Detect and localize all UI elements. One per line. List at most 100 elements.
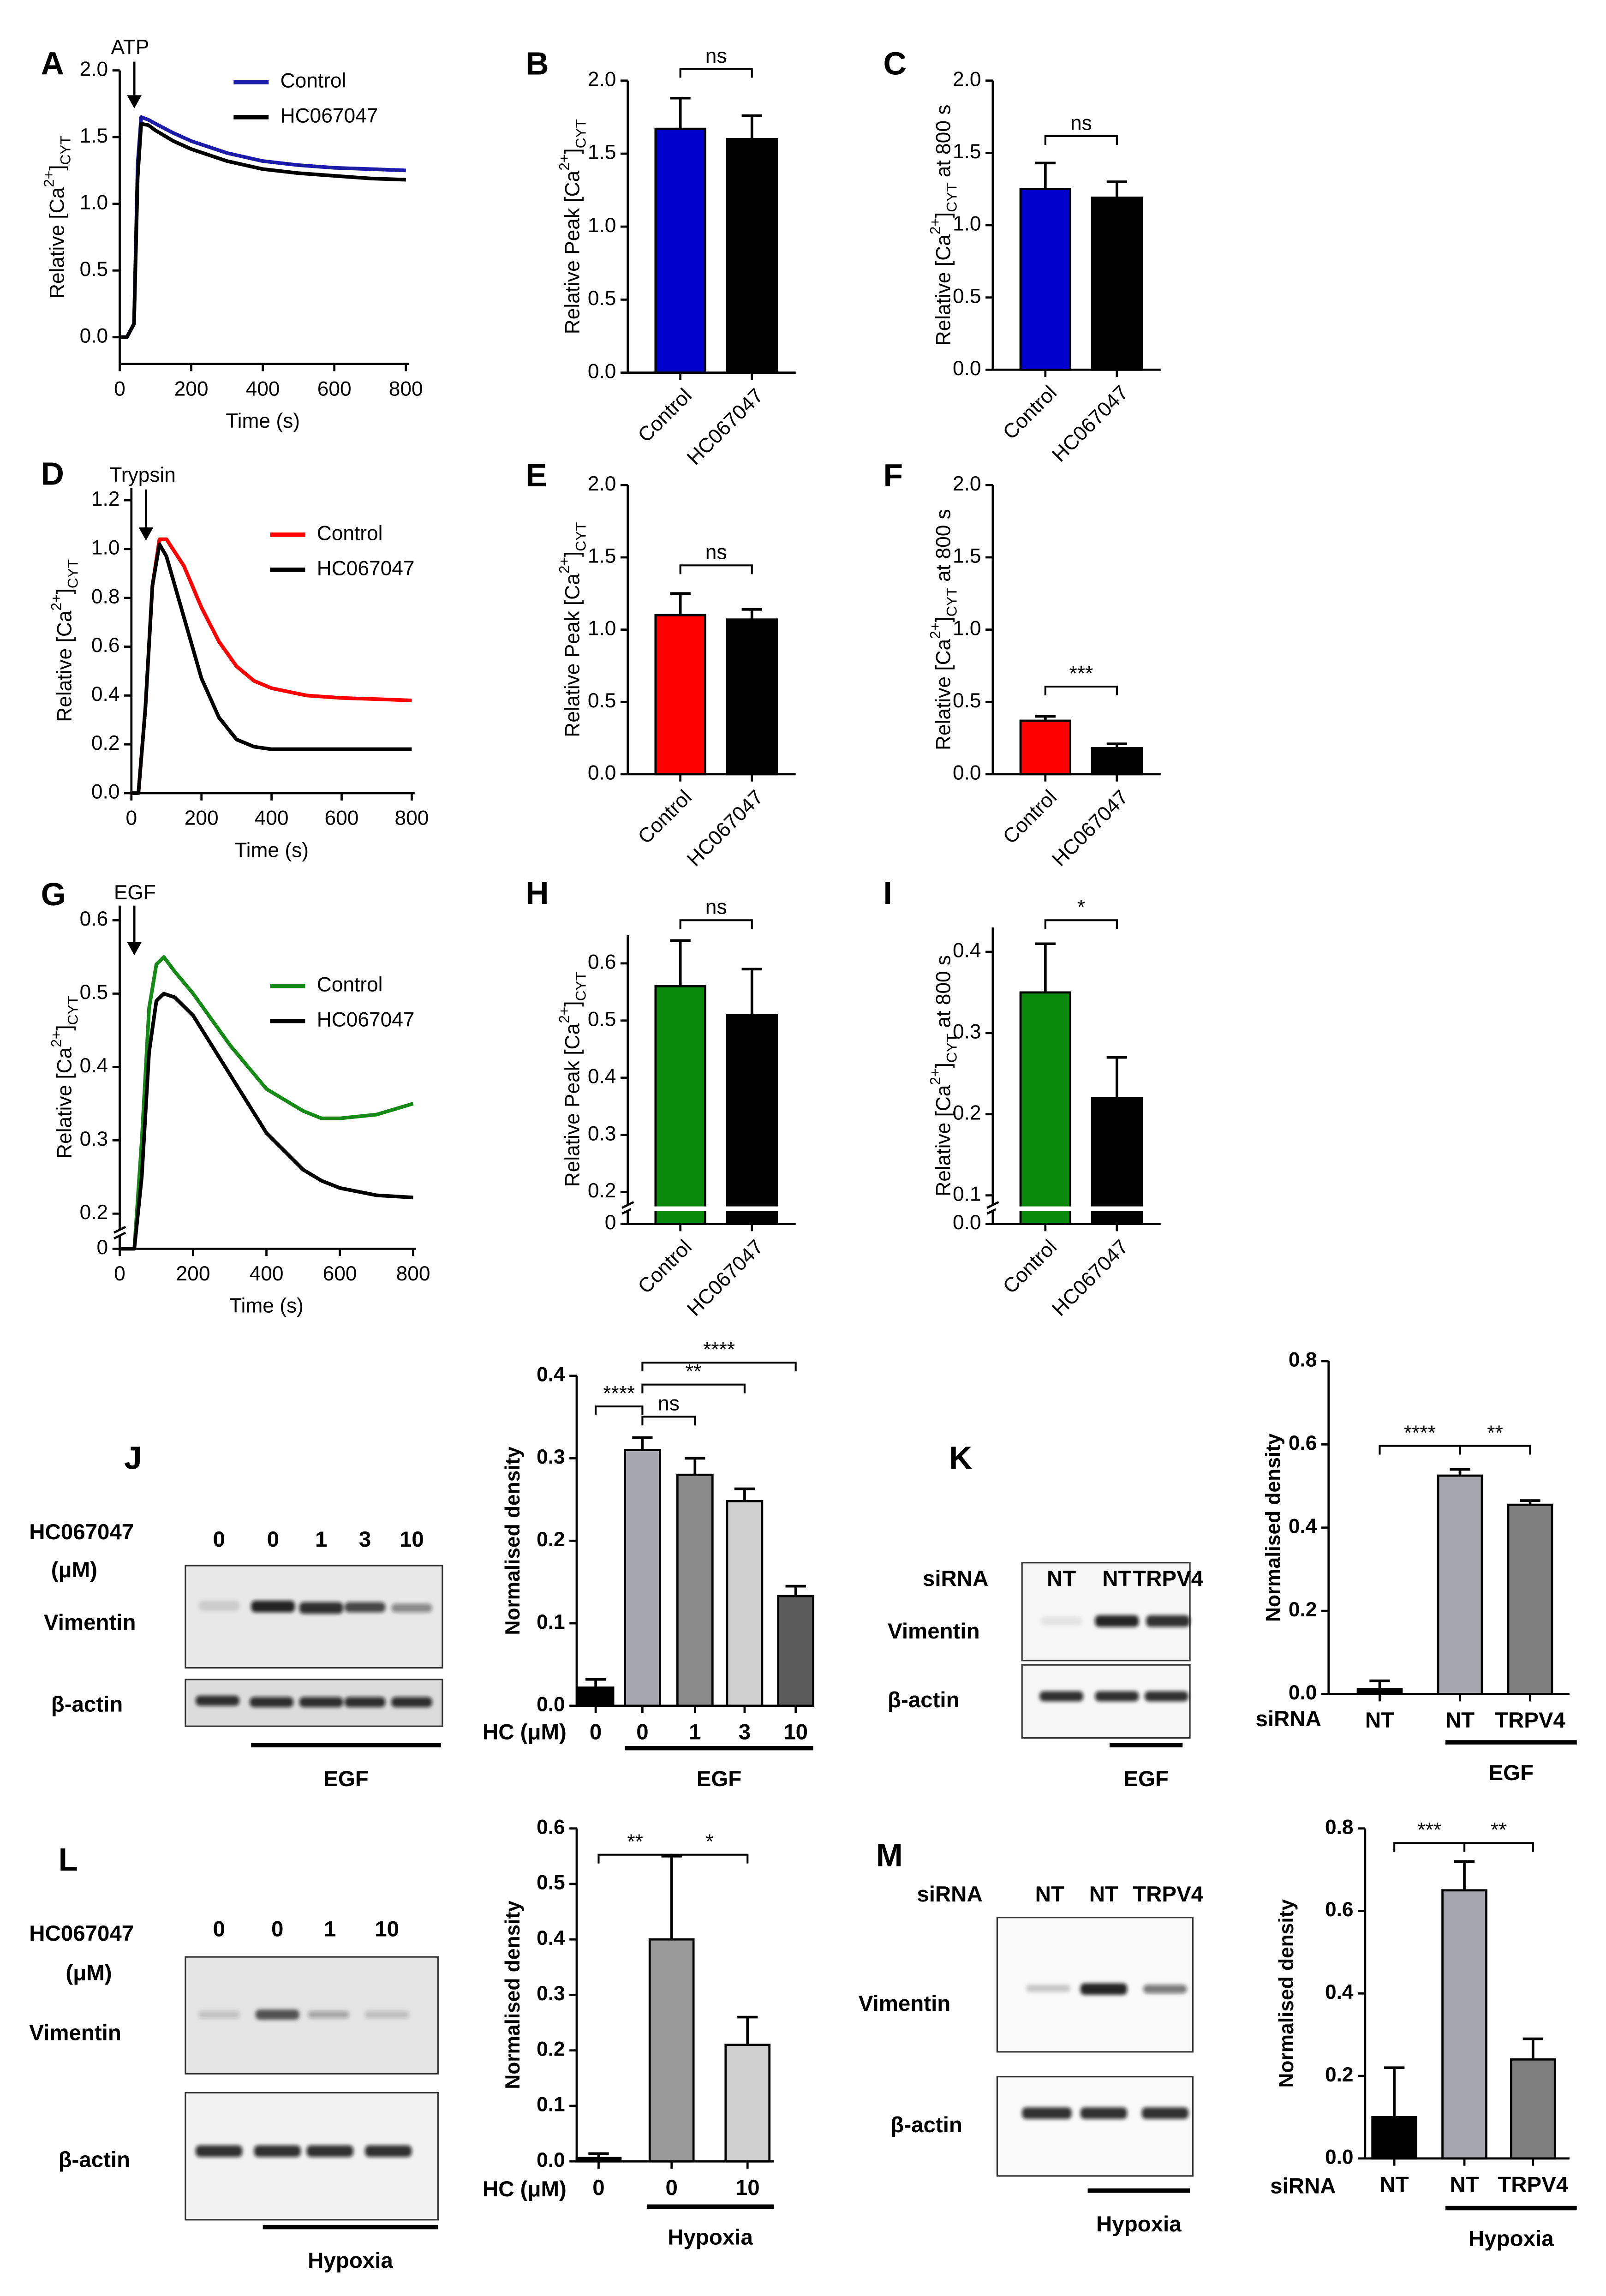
bar — [1019, 991, 1071, 1225]
y-tick-label: 0.2 — [588, 1179, 616, 1202]
y-tick-label: 0.4 — [537, 1927, 565, 1949]
x-tick-label: 800 — [389, 377, 423, 400]
row-label: Vimentin — [44, 1610, 136, 1635]
x-tick-label: HC067047 — [683, 1236, 768, 1321]
y-tick-label: 0.2 — [537, 1528, 565, 1551]
y-axis-label-part: CYT — [943, 1034, 960, 1063]
significance-label: * — [1077, 896, 1085, 919]
y-tick-label: 2.0 — [80, 58, 108, 80]
panel-letter: H — [525, 875, 549, 911]
significance-label: ** — [686, 1360, 701, 1383]
y-tick-label: 0.5 — [537, 1871, 565, 1894]
y-axis-label-part: Relative [Ca — [53, 1047, 76, 1159]
y-tick-label: 1.0 — [953, 617, 981, 640]
data-line — [131, 542, 412, 795]
y-tick-label: 0.5 — [588, 689, 616, 712]
panel-letter: G — [41, 876, 66, 912]
x-tick-label: 3 — [739, 1720, 751, 1745]
panel-letter: M — [876, 1837, 903, 1873]
y-tick-label: 0.6 — [588, 951, 616, 974]
bar — [726, 138, 778, 374]
y-tick-label: 0.6 — [91, 634, 120, 657]
significance-label: ns — [705, 896, 727, 919]
row-label: Vimentin — [888, 1619, 980, 1644]
y-axis-label-part: 2+ — [927, 1068, 943, 1085]
y-axis-label-part: CYT — [573, 522, 589, 551]
y-tick-label: 0.5 — [80, 258, 108, 281]
lane-label: 0 — [267, 1527, 279, 1552]
group-label: Hypoxia — [1096, 2212, 1182, 2236]
x-tick-label: NT — [1450, 2173, 1479, 2197]
y-axis-label-part: ] — [932, 616, 955, 622]
panel-letter: A — [41, 45, 64, 81]
bar — [1091, 197, 1143, 371]
bands — [1022, 2107, 1188, 2119]
axis-break — [113, 1232, 126, 1240]
x-tick-label: 800 — [396, 1262, 430, 1285]
bands — [1039, 1691, 1188, 1702]
y-tick-label: 0.1 — [537, 2093, 565, 2116]
bar — [1441, 1889, 1487, 2160]
y-axis-label-part: at 800 s — [932, 105, 955, 183]
group-label: Hypoxia — [668, 2225, 753, 2249]
y-axis-label-part: ] — [53, 588, 76, 594]
significance-label: ns — [1070, 112, 1092, 134]
y-axis-label-part: CYT — [57, 136, 74, 165]
x-tick-label: 800 — [394, 807, 429, 830]
y-tick-label: 0.3 — [80, 1128, 108, 1150]
y-tick-label: 0.6 — [1325, 1898, 1354, 1921]
x-tick-label: 0 — [636, 1720, 648, 1745]
y-tick-label: 2.0 — [953, 472, 981, 495]
y-axis-label-part: Normalised density — [502, 1901, 524, 2089]
bar — [676, 1473, 714, 1707]
x-tick-label: HC067047 — [1048, 381, 1133, 466]
row-label: β-actin — [51, 1692, 123, 1716]
row-label: Vimentin — [859, 1991, 951, 2016]
x-tick-label: 0 — [590, 1720, 602, 1745]
panel-letter: B — [525, 45, 549, 81]
legend-label: HC067047 — [317, 1008, 415, 1031]
significance-label: **** — [603, 1382, 635, 1405]
y-tick-label: 1.0 — [80, 191, 108, 214]
bar — [1437, 1474, 1483, 1695]
y-tick-label: 0.2 — [91, 732, 120, 754]
blot-frame — [1021, 1562, 1191, 1662]
x-tick-label: 0 — [665, 2176, 677, 2200]
significance-bracket — [679, 919, 753, 929]
bar — [1091, 1097, 1143, 1225]
lane-label: 10 — [375, 1917, 399, 1942]
y-tick-label: 0.0 — [953, 1211, 981, 1234]
group-label: Hypoxia — [308, 2248, 393, 2273]
y-tick-label: 0.3 — [588, 1122, 616, 1145]
significance-label: ** — [1487, 1422, 1503, 1444]
panel-letter: J — [124, 1440, 142, 1476]
y-tick-label: 0.0 — [953, 762, 981, 784]
y-axis-label-part: Relative [Ca — [46, 187, 68, 299]
y-axis-label-part: ] — [53, 1025, 76, 1030]
blot-header: HC067047 — [29, 1520, 134, 1544]
y-axis-label: Relative [Ca2+]CYT — [48, 996, 81, 1159]
x-tick-label: HC067047 — [1048, 1236, 1133, 1321]
x-tick-label: 10 — [735, 2176, 760, 2200]
y-tick-label: 0.2 — [80, 1201, 108, 1224]
blot-header: HC067047 — [29, 1921, 134, 1946]
panel-letter: I — [884, 875, 892, 911]
y-tick-label: 0.4 — [1289, 1515, 1317, 1537]
x-tick-label: 0 — [114, 377, 125, 400]
y-axis-label-part: Normalised density — [502, 1447, 524, 1635]
y-axis-label-part: 2+ — [927, 218, 943, 234]
y-tick-label: 0.6 — [537, 1816, 565, 1838]
x-tick-label: 600 — [323, 1262, 357, 1285]
y-axis-label-part: Relative [Ca — [53, 610, 76, 722]
annotation: ATP — [111, 36, 149, 59]
y-axis-label: Relative Peak [Ca2+]CYT — [556, 972, 589, 1187]
x-tick-label: 200 — [185, 807, 219, 830]
significance-label: **** — [1404, 1422, 1436, 1444]
significance-label: ** — [1491, 1819, 1506, 1842]
y-tick-label: 0.5 — [80, 981, 108, 1004]
y-tick-label: 0.1 — [537, 1611, 565, 1633]
bands — [198, 1601, 432, 1614]
significance-bracket — [597, 1854, 673, 1864]
y-axis-label: Relative [Ca2+]CYT at 800 s — [927, 509, 960, 750]
